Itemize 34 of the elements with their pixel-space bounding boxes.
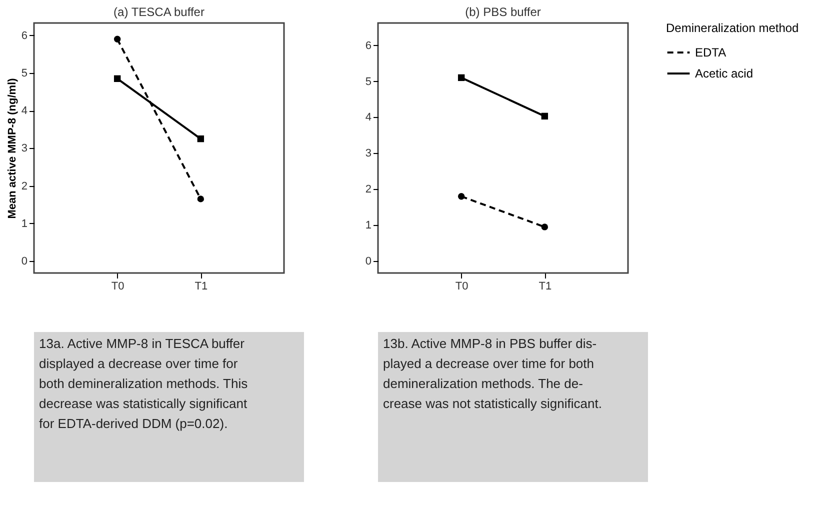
x-tick-label: T0 [455, 280, 468, 292]
x-tick-label: T1 [538, 280, 552, 292]
point [197, 135, 204, 142]
chart-title: (b) PBS buffer [465, 5, 541, 19]
legend-label: EDTA [695, 46, 726, 60]
point [197, 196, 204, 202]
point [541, 112, 548, 120]
point [114, 36, 121, 43]
point [458, 74, 465, 82]
legend-title: Demineralization method [666, 21, 799, 35]
y-tick-label: 4 [365, 112, 372, 124]
y-tick-label: 5 [21, 68, 28, 80]
point [458, 193, 465, 200]
y-tick-label: 3 [21, 142, 28, 155]
y-tick-label: 1 [21, 218, 28, 230]
y-tick-label: 0 [365, 256, 372, 268]
y-tick-label: 2 [21, 180, 28, 192]
y-tick-label: 0 [21, 255, 28, 268]
point [114, 75, 121, 82]
legend-label: Acetic acid [695, 66, 754, 80]
y-tick-label: 4 [21, 105, 28, 118]
y-tick-label: 2 [365, 184, 372, 196]
text: 13b. Active MMP-8 in PBS buffer dis- played a decrease over time for both demineralization methods. The de- crease was not statistically significant. [383, 336, 602, 411]
text: 13a. Active MMP-8 in TESCA buffer displayed a decrease over time for both demineralization methods. This decrease was statistically significant for EDTA-derived DDM (p=0.02). [39, 336, 248, 431]
y-tick-label: 5 [365, 76, 372, 88]
point [541, 224, 548, 230]
chart-title: (a) TESCA buffer [114, 5, 204, 19]
y-axis-title: Mean active MMP-8 (ng/ml) [6, 78, 18, 219]
x-tick-label: T0 [111, 280, 124, 292]
y-tick-label: 6 [21, 30, 28, 42]
y-tick-label: 6 [365, 40, 372, 52]
y-tick-label: 1 [365, 220, 372, 232]
x-tick-label: T1 [194, 280, 208, 292]
y-tick-label: 3 [365, 148, 372, 160]
